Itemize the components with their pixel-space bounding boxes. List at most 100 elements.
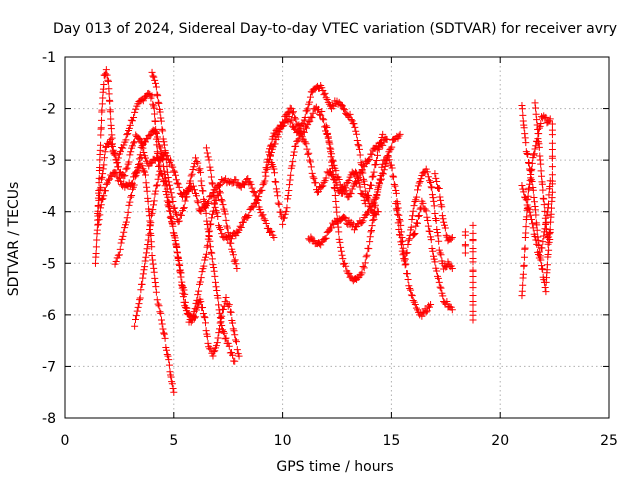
data-point [219,201,227,209]
data-point [279,118,287,126]
data-point [287,171,295,179]
data-point [98,116,106,124]
data-point [523,149,531,157]
axes: 0 5 10 15 20 25 -8 -7 -6 -5 -4 -3 -2 -1 [42,50,618,449]
data-point [469,258,477,266]
data-point [533,116,541,124]
data-point [338,189,346,197]
data-point [322,94,330,102]
data-point [179,204,187,212]
data-point [526,165,534,173]
data-point [544,234,552,242]
data-point [302,140,310,148]
data-point [395,211,403,219]
data-point [435,237,443,245]
data-point [127,180,135,188]
data-point [288,109,296,117]
data-point [197,177,205,185]
data-point [154,98,162,106]
data-point [211,199,219,207]
data-point [99,195,107,203]
data-point [331,185,339,193]
data-point [374,208,382,216]
data-point [150,73,158,81]
data-point [341,259,349,267]
data-point [375,145,383,153]
data-point [319,115,327,123]
data-point [161,182,169,190]
data-point [151,76,159,84]
data-point [100,80,108,88]
data-point [166,185,174,193]
data-point [199,303,207,311]
data-point [167,189,175,197]
data-point [402,249,410,257]
data-point [136,294,144,302]
data-point [545,200,553,208]
data-point [436,193,444,201]
data-point [371,201,379,209]
data-point [105,77,113,85]
data-point [523,213,531,221]
data-point [172,240,180,248]
data-point [303,124,311,132]
data-point [522,139,530,147]
data-point [390,173,398,181]
data-point [277,208,285,216]
data-point [106,108,114,116]
data-point [527,170,535,178]
data-point [215,306,223,314]
data-point [123,164,131,172]
data-point [469,229,477,237]
data-point [519,270,527,278]
data-point [193,158,201,166]
data-point [224,339,232,347]
data-point [522,223,530,231]
data-point [161,334,169,342]
data-point [367,228,375,236]
data-point [159,325,167,333]
data-point [211,203,219,211]
data-point [524,158,532,166]
data-point [363,209,371,217]
data-point [215,329,223,337]
data-point [322,122,330,130]
data-point [325,137,333,145]
data-point [118,235,126,243]
data-point [337,101,345,109]
data-point [186,311,194,319]
y-tick-label: -4 [42,205,56,221]
data-point [231,357,239,365]
data-point [546,177,554,185]
data-point [545,246,553,254]
data-point [202,144,210,152]
data-point [110,149,118,157]
data-point [322,234,330,242]
data-point [520,188,528,196]
data-point [190,314,198,322]
data-point [537,160,545,168]
data-point [143,183,151,191]
data-point [127,193,135,201]
data-point [125,124,133,132]
data-point [407,286,415,294]
data-point [374,188,382,196]
data-point [337,247,345,255]
data-point [373,151,381,159]
data-point [289,158,297,166]
data-point [280,119,288,127]
data-point [123,131,131,139]
data-point [318,107,326,115]
data-point [120,141,128,149]
data-point [531,145,539,153]
data-point [262,220,270,228]
data-point [544,250,552,258]
data-point [138,142,146,150]
data-point [284,191,292,199]
data-point [149,72,157,80]
data-point [427,183,435,191]
data-point [203,149,211,157]
data-point [363,251,371,259]
data-point [106,97,114,105]
data-point [245,211,253,219]
